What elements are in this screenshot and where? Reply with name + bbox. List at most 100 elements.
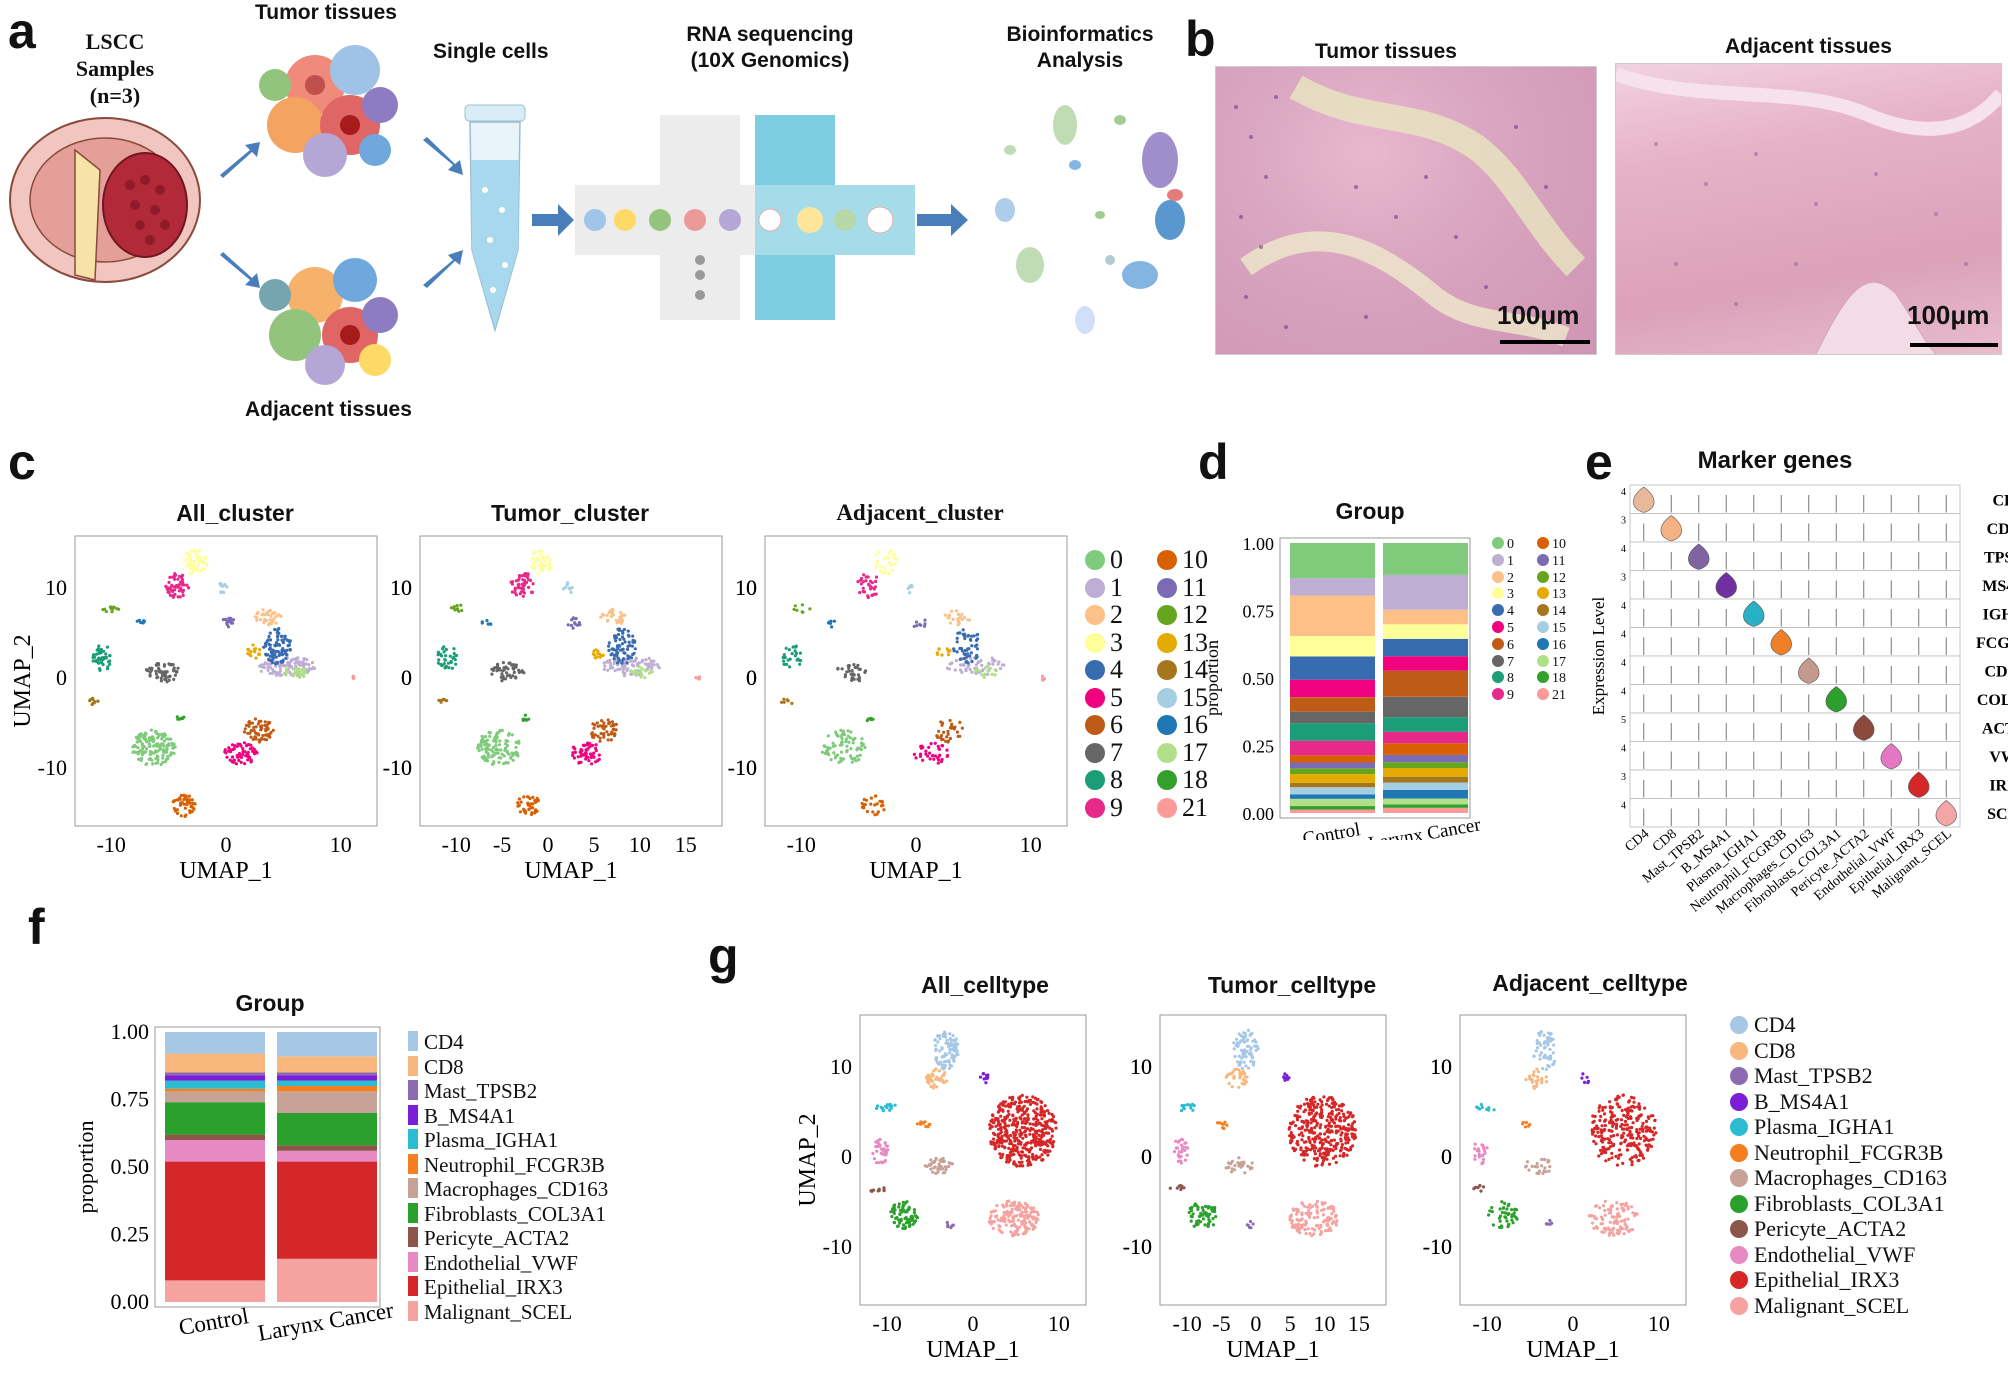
umap-c-all-point: [265, 723, 269, 728]
umap-c-all-point: [152, 751, 156, 755]
umap-c-tumor-cluster-15: [561, 581, 574, 595]
violin-shape: [1660, 515, 1682, 542]
umap-c-adjacent-point: [883, 566, 887, 570]
umap-c-adjacent-point: [958, 668, 963, 672]
umap-c-tumor-point: [528, 578, 533, 582]
umap-g-tumor-point: [1324, 1229, 1328, 1233]
umap-c-all-point: [180, 573, 185, 577]
umap-c-adjacent-point: [961, 663, 966, 667]
bar-d-legend-label: 9: [1507, 688, 1514, 704]
umap-g-all-point: [1018, 1128, 1022, 1132]
umap-g-tumor-ytick: -10: [1123, 1234, 1152, 1259]
umap-c-tumor-point: [517, 670, 521, 674]
umap-c-adjacent-point: [872, 592, 876, 596]
umap-g-tumor-point: [1168, 1186, 1172, 1190]
umap-g-adjacent-point: [1615, 1201, 1619, 1205]
umap-c-all-point: [232, 760, 236, 764]
umap-g-tumor-point: [1318, 1115, 1323, 1119]
umap-g-adjacent-point: [1603, 1105, 1607, 1109]
umap-c-all-point: [255, 615, 259, 620]
umap-c-all-point: [258, 618, 263, 622]
bar-d-segment-13: [1290, 774, 1375, 783]
umap-g-adjacent-point: [1534, 1049, 1538, 1053]
umap-c-adjacent-point: [827, 753, 831, 757]
umap-g-tumor-point: [1203, 1223, 1207, 1227]
umap-g-adjacent-point: [1542, 1056, 1546, 1060]
umap-c-all-point: [230, 755, 235, 759]
umap-c-tumor-point: [506, 667, 510, 671]
umap-g-tumor-point: [1318, 1132, 1322, 1136]
umap-c-all-point: [274, 614, 278, 618]
umap-g-tumor-point: [1330, 1112, 1334, 1116]
bar-f-legend-item: CD8: [408, 1055, 464, 1080]
umap-g-all-point: [996, 1118, 1000, 1122]
umap-c-all-point: [165, 737, 169, 741]
violin-shape: [1880, 743, 1902, 770]
bar-f-legend-item: Epithelial_IRX3: [408, 1275, 563, 1300]
umap-g-tumor-point: [1318, 1141, 1322, 1145]
umap-g-all-point: [1034, 1114, 1038, 1118]
umap-g-adjacent-point: [1602, 1147, 1606, 1151]
celltype-legend-item: Epithelial_IRX3: [1730, 1267, 1899, 1293]
umap-c-tumor-point: [587, 759, 591, 763]
umap-g-tumor-point: [1288, 1215, 1292, 1219]
umap-c-adjacent-point: [846, 734, 850, 738]
umap-c-all-point: [143, 737, 147, 742]
umap-c-tumor-point: [500, 752, 504, 756]
umap-g-adjacent-point: [1599, 1128, 1603, 1132]
umap-c-all-point: [158, 746, 162, 750]
umap-g-adjacent-point: [1652, 1126, 1656, 1130]
umap-c-adjacent-point: [945, 754, 949, 758]
umap-g-tumor-point: [1240, 1160, 1244, 1165]
umap-g-all-point: [938, 1167, 942, 1171]
umap-g-adjacent-frame: [1459, 1014, 1687, 1306]
umap-c-all-point: [270, 652, 274, 656]
umap-c-adjacent-point: [966, 665, 970, 669]
umap-c-adjacent-point: [841, 729, 846, 733]
umap-c-tumor-point: [634, 668, 638, 672]
violin-row-tick: 4: [1621, 487, 1626, 498]
umap-c-adjacent-point: [873, 794, 878, 798]
bar-f-legend: CD4 CD8 Mast_TPSB2 B_MS4A1 Plasma_IGHA1 Neutr…: [408, 1030, 668, 1330]
umap-g-adjacent-point: [1539, 1030, 1544, 1034]
bar-f-legend-label: Macrophages_CD163: [424, 1177, 609, 1201]
cluster-legend-item: 3: [1085, 628, 1123, 658]
bar-f-legend-swatch: [408, 1055, 418, 1076]
umap-c-adjacent-point: [951, 617, 955, 621]
umap-g-all-point: [1023, 1201, 1027, 1206]
umap-c-tumor-point: [484, 747, 488, 751]
umap-g-adjacent-point: [1615, 1163, 1620, 1167]
umap-c-tumor-point: [544, 563, 548, 567]
umap-c-tumor-point: [564, 585, 568, 589]
celltype-legend-item: Pericyte_ACTA2: [1730, 1216, 1906, 1242]
umap-c-tumor-point: [566, 623, 570, 627]
umap-c-tumor-point: [518, 810, 523, 814]
bar-f-legend-item: Mast_TPSB2: [408, 1079, 537, 1104]
umap-g-tumor-point: [1180, 1104, 1184, 1108]
umap-c-all-point: [137, 739, 141, 743]
umap-c-tumor-point: [485, 738, 490, 742]
umap-c-tumor-point: [510, 580, 515, 584]
umap-c-all-point: [287, 660, 291, 665]
umap-c-tumor-point: [626, 654, 630, 658]
bar-f-legend-label: CD4: [424, 1030, 464, 1054]
umap-c-all-cluster-3: [182, 548, 209, 576]
umap-c-all-point: [284, 673, 288, 677]
umap-g-all-point: [929, 1158, 933, 1162]
umap-g-all-point: [932, 1083, 936, 1087]
umap-g-adjacent-point: [1499, 1214, 1503, 1218]
umap-g-tumor-cluster-2: [1245, 1219, 1255, 1230]
umap-g-tumor-point: [1353, 1128, 1357, 1132]
violin-gene-label: TPSB2: [1984, 549, 2008, 566]
umap-c-tumor-point: [454, 662, 458, 666]
umap-g-adjacent-point: [1585, 1075, 1589, 1079]
umap-g-adjacent-point: [1530, 1164, 1534, 1168]
bar-d-segment-2: [1290, 595, 1375, 637]
umap-c-all-point: [236, 742, 240, 746]
umap-c-adjacent-point: [849, 730, 853, 734]
umap-c-tumor-point: [603, 664, 607, 668]
umap-g-all-point: [883, 1151, 887, 1155]
umap-g-tumor-point: [1312, 1157, 1316, 1161]
umap-c-adjacent-point: [893, 562, 897, 566]
umap-c-all-point: [255, 618, 259, 622]
